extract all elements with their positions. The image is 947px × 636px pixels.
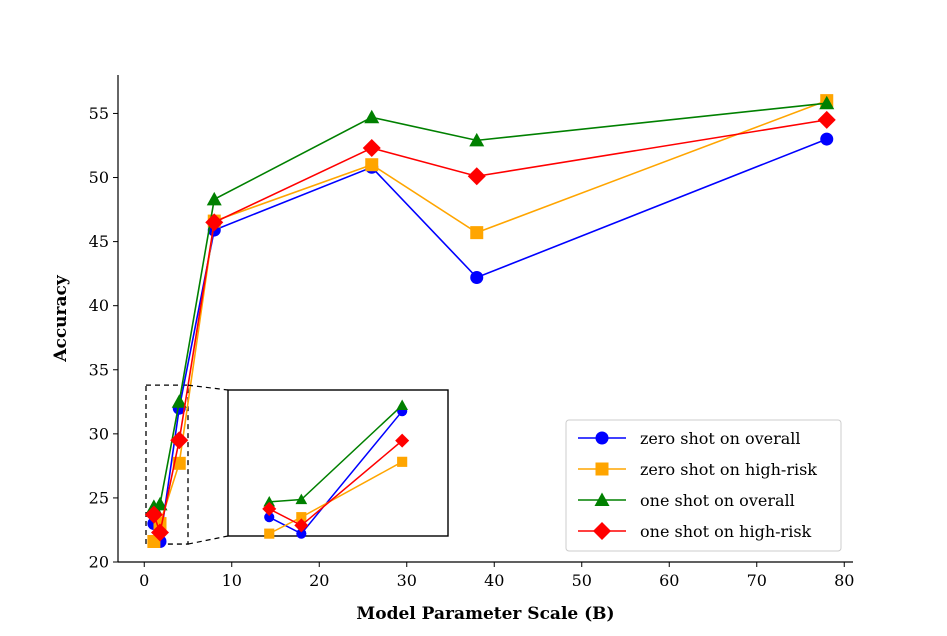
series-layer [144, 94, 836, 548]
data-point [820, 132, 834, 146]
x-axis-label: Model Parameter Scale (B) [356, 604, 614, 624]
legend-label: one shot on overall [640, 491, 795, 510]
inset-frame [227, 389, 449, 537]
data-point [819, 95, 835, 110]
legend-label: one shot on high-risk [640, 522, 812, 541]
x-tick-label: 50 [572, 571, 592, 590]
data-point [470, 226, 484, 240]
x-tick-label: 20 [309, 571, 329, 590]
zoom-region-rect [145, 384, 189, 545]
axes: 0 10 20 30 40 50 60 70 80 20 25 30 35 40 45 50 55 [89, 75, 854, 590]
data-point [206, 191, 222, 206]
legend-box [565, 419, 842, 552]
y-tick-label: 55 [89, 104, 109, 123]
x-tick-label: 40 [484, 571, 504, 590]
inset-data-point [295, 493, 308, 505]
zoom-region-box [145, 384, 189, 545]
x-tick-label: 80 [834, 571, 854, 590]
series-one-shot-on-high-risk [144, 110, 836, 542]
y-axis-label: Accuracy [51, 274, 71, 363]
legend-label: zero shot on overall [640, 429, 801, 448]
data-point [171, 394, 187, 408]
legend-entry: zero shot on overall [578, 429, 801, 448]
legend-marker [593, 522, 611, 540]
x-tick-label: 10 [222, 571, 242, 590]
data-point [469, 132, 485, 147]
data-point [144, 505, 163, 524]
inset-data-point [296, 512, 307, 523]
data-point [205, 213, 224, 232]
inset-data-point [264, 528, 275, 539]
inset-data-point [395, 433, 410, 448]
legend-marker [595, 462, 609, 476]
data-point [152, 496, 168, 511]
inset-data-point [296, 528, 307, 539]
data-point [467, 167, 486, 186]
data-point [365, 158, 379, 172]
inset-panel [187, 384, 449, 545]
inset-connector-top [187, 384, 229, 391]
inset-data-point [262, 501, 277, 516]
y-tick-label: 40 [89, 296, 109, 315]
legend-entry: one shot on overall [578, 491, 795, 510]
x-tick-label: 70 [747, 571, 767, 590]
inset-data-point [396, 399, 409, 410]
inset-series-one-shot-on-high-risk [262, 433, 410, 533]
y-tick-label: 35 [89, 360, 109, 379]
legend-entry: one shot on high-risk [578, 522, 812, 541]
y-tick-label: 45 [89, 232, 109, 251]
inset-series-zero-shot-on-high-risk [264, 456, 408, 539]
x-tick-label: 60 [659, 571, 679, 590]
legend-label: zero shot on high-risk [640, 460, 817, 479]
data-point [170, 431, 189, 450]
y-tick-label: 50 [89, 168, 109, 187]
legend-entry: zero shot on high-risk [578, 460, 817, 479]
data-point [362, 139, 381, 158]
legend-marker [594, 492, 610, 506]
inset-data-point [397, 456, 408, 467]
data-point [470, 270, 484, 284]
inset-data-point [264, 512, 275, 523]
data-point [172, 456, 186, 470]
inset-data-point [263, 496, 276, 507]
data-point [817, 110, 836, 129]
data-point [364, 109, 380, 124]
x-tick-label: 0 [139, 571, 149, 590]
data-point [151, 523, 169, 542]
legend: zero shot on overall zero shot on high-ri… [565, 419, 842, 552]
inset-series-one-shot-on-overall [263, 399, 409, 507]
inset-connector-bottom [187, 535, 229, 545]
y-tick-label: 20 [89, 553, 109, 572]
inset-data-point [294, 518, 309, 533]
x-tick-label: 30 [397, 571, 417, 590]
y-tick-label: 30 [89, 424, 109, 443]
legend-marker [595, 431, 609, 445]
y-tick-label: 25 [89, 488, 109, 507]
